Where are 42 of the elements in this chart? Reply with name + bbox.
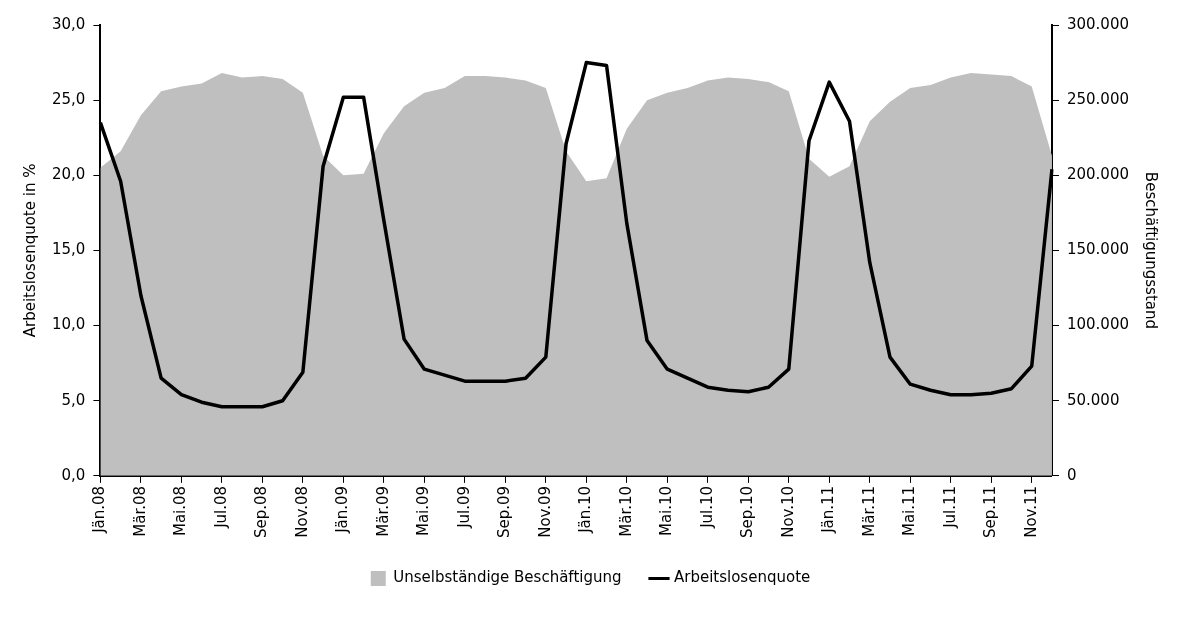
x-tick-label: Jän.11 — [819, 485, 838, 534]
y-tick-label: 25,0 — [51, 90, 86, 109]
y2-tick-label: 0 — [1066, 465, 1077, 484]
x-tick-label: Jul.09 — [454, 485, 473, 529]
x-tick-label: Mai.09 — [414, 485, 433, 537]
y2-tick-label: 200.000 — [1066, 165, 1129, 184]
y-tick-label: 20,0 — [51, 165, 86, 184]
x-tick-label: Sep.09 — [495, 485, 514, 539]
y-tick-label: 10,0 — [51, 315, 86, 334]
y2-tick-label: 250.000 — [1066, 90, 1129, 109]
x-tick-label: Mai.08 — [171, 485, 190, 537]
x-tick-label: Mai.11 — [900, 485, 919, 537]
x-tick-label: Nov.11 — [1021, 485, 1040, 538]
x-tick-label: Mär.10 — [616, 485, 635, 537]
y-axis-title: Arbeitslosenquote in % — [20, 163, 39, 338]
x-tick-label: Jul.08 — [211, 485, 230, 529]
x-tick-label: Jän.09 — [333, 485, 352, 534]
x-tick-label: Jul.11 — [940, 485, 959, 529]
y-tick-label: 0,0 — [61, 465, 86, 484]
x-tick-label: Nov.09 — [535, 485, 554, 538]
x-tick-label: Sep.10 — [738, 485, 757, 539]
y2-tick-label: 150.000 — [1066, 240, 1129, 259]
x-tick-label: Mär.11 — [859, 485, 878, 537]
x-tick-label: Jän.10 — [576, 485, 595, 534]
y2-tick-label: 300.000 — [1066, 14, 1129, 33]
x-tick-label: Nov.10 — [778, 485, 797, 538]
y-tick-label: 5,0 — [61, 390, 86, 409]
y2-axis-title: Beschäftigungsstand — [1142, 171, 1161, 330]
x-tick-label: Mär.08 — [130, 485, 149, 537]
x-tick-label: Sep.08 — [252, 485, 271, 539]
y2-tick-label: 100.000 — [1066, 315, 1129, 334]
x-tick-label: Nov.08 — [292, 485, 311, 538]
y-tick-label: 15,0 — [51, 240, 86, 259]
y2-tick-label: 50.000 — [1066, 390, 1120, 409]
x-tick-label: Jän.08 — [90, 485, 109, 534]
x-tick-label: Mai.10 — [657, 485, 676, 537]
x-tick-label: Mär.09 — [373, 485, 392, 537]
x-tick-label: Jul.10 — [697, 485, 716, 529]
x-tick-label: Sep.11 — [981, 485, 1000, 539]
legend-label: Unselbständige Beschäftigung — [393, 568, 622, 587]
legend-label: Arbeitslosenquote — [673, 568, 811, 587]
y-tick-label: 30,0 — [51, 14, 86, 33]
